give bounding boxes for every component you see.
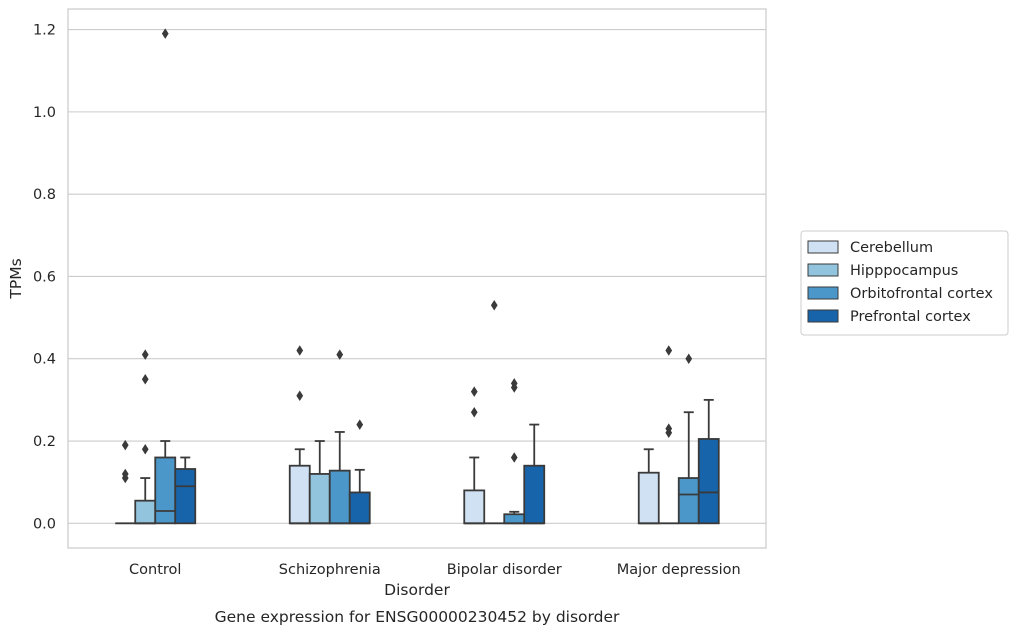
- box-body: [134, 499, 157, 525]
- outlier-point: [141, 374, 149, 385]
- y-tick-label: 0.4: [33, 352, 56, 368]
- outlier-point: [161, 28, 169, 39]
- outlier-point: [121, 472, 129, 484]
- x-tick-labels: Control Schizophrenia Bipolar disorder Majo…: [129, 562, 741, 578]
- legend-swatch: [807, 263, 839, 277]
- box-body: [174, 468, 197, 525]
- outlier-point: [470, 386, 478, 397]
- box-4-2: [348, 419, 371, 525]
- box-body: [677, 477, 700, 525]
- box-2-2: [308, 440, 331, 525]
- box-body: [523, 464, 546, 525]
- box-body: [154, 456, 177, 525]
- box-body: [328, 469, 351, 525]
- outlier-point: [336, 349, 344, 360]
- legend: Cerebellum Hipppocampus Orbitofrontal cort…: [800, 230, 1009, 336]
- outlier-point: [356, 419, 364, 430]
- box-3-1: [154, 28, 177, 525]
- outlier-point: [665, 427, 673, 439]
- outlier-point: [141, 444, 149, 455]
- y-tick-label: 0.6: [33, 269, 56, 285]
- box-4-4: [697, 398, 720, 525]
- boxes: [115, 28, 720, 525]
- legend-item: Cerebellum: [807, 240, 933, 256]
- outlier-point: [510, 382, 518, 393]
- outlier-point: [296, 345, 304, 356]
- y-tick-label: 0.0: [33, 516, 56, 532]
- outlier-point: [121, 439, 129, 451]
- x-tick-label: Schizophrenia: [279, 562, 381, 578]
- box-1-4: [637, 448, 660, 525]
- x-tick-label: Major depression: [617, 562, 741, 578]
- box-2-4: [658, 345, 679, 525]
- outlier-point: [490, 299, 498, 311]
- grid: [68, 29, 766, 524]
- box-3-2: [328, 349, 351, 525]
- box-body: [503, 513, 526, 525]
- box-4-1: [174, 456, 197, 525]
- box-2-1: [134, 349, 157, 525]
- outlier-point: [665, 345, 673, 356]
- y-tick-label: 0.8: [33, 187, 56, 203]
- chart-caption: Gene expression for ENSG00000230452 by d…: [215, 608, 620, 626]
- legend-swatch: [807, 240, 839, 254]
- box-4-3: [523, 423, 546, 525]
- y-tick-label: 0.2: [33, 434, 56, 450]
- outlier-point: [685, 353, 693, 364]
- x-axis-label: Disorder: [384, 581, 450, 599]
- legend-swatch: [807, 286, 839, 300]
- box-2-3: [484, 299, 505, 525]
- legend-frame: [800, 230, 1009, 336]
- legend-label: Prefrontal cortex: [850, 309, 971, 325]
- box-body: [637, 471, 660, 525]
- y-tick-labels: 0.0 0.2 0.4 0.6 0.8 1.0 1.2: [33, 23, 56, 533]
- box-body: [697, 438, 720, 525]
- y-axis-label: TPMs: [7, 258, 25, 299]
- box-3-4: [677, 353, 700, 525]
- outlier-point: [296, 390, 304, 402]
- x-tick-label: Control: [129, 562, 181, 578]
- legend-item: Hipppocampus: [807, 263, 958, 279]
- y-tick-label: 1.0: [33, 105, 56, 121]
- box-body: [288, 464, 311, 525]
- box-body: [308, 473, 331, 525]
- box-1-3: [463, 386, 486, 525]
- legend-item: Prefrontal cortex: [807, 309, 971, 325]
- plot-frame: [67, 8, 767, 549]
- legend-label: Hipppocampus: [850, 263, 958, 279]
- outlier-point: [470, 406, 478, 418]
- box-1-1: [115, 439, 136, 525]
- box-body: [463, 489, 486, 525]
- box-3-3: [503, 378, 526, 525]
- y-tick-label: 1.2: [33, 23, 56, 39]
- legend-label: Cerebellum: [850, 240, 933, 256]
- box-1-2: [288, 345, 311, 525]
- legend-label: Orbitofrontal cortex: [850, 286, 993, 302]
- legend-swatch: [807, 309, 839, 323]
- legend-item: Orbitofrontal cortex: [807, 286, 993, 302]
- box-body: [348, 491, 371, 525]
- outlier-point: [510, 452, 518, 463]
- outlier-point: [141, 349, 149, 360]
- x-tick-label: Bipolar disorder: [447, 562, 562, 578]
